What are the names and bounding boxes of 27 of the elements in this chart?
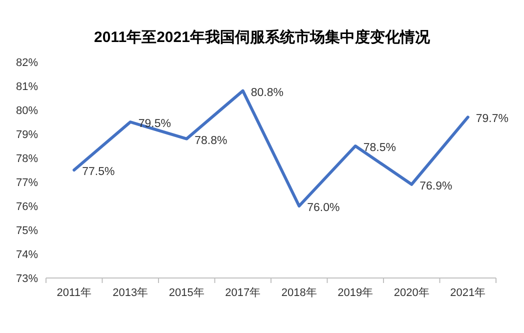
data-label: 76.9% (420, 180, 452, 192)
x-tick-label: 2017年 (225, 287, 261, 299)
x-tick-label: 2020年 (394, 287, 430, 299)
y-tick-label: 77% (16, 177, 38, 189)
x-tick-label: 2011年 (56, 287, 92, 299)
y-tick-label: 73% (16, 273, 38, 285)
y-tick-label: 74% (16, 249, 38, 261)
x-tick-label: 2013年 (112, 287, 148, 299)
data-label: 79.7% (476, 113, 508, 126)
x-tick-label: 2015年 (168, 287, 204, 299)
x-tick-label: 2019年 (338, 287, 374, 299)
y-tick-label: 81% (16, 81, 38, 93)
data-label: 79.5% (138, 118, 171, 130)
data-label: 76.0% (307, 202, 340, 214)
data-label: 78.5% (363, 142, 396, 154)
y-tick-label: 78% (16, 153, 38, 165)
chart-title: 2011年至2021年我国伺服系统市场集中度变化情况 (94, 28, 431, 46)
y-tick-label: 75% (16, 225, 38, 237)
data-label: 78.8% (194, 134, 228, 147)
y-tick-label: 76% (16, 201, 38, 213)
y-tick-label: 80% (16, 105, 38, 117)
y-tick-label: 82% (16, 57, 38, 69)
x-tick-label: 2018年 (281, 287, 317, 299)
y-tick-label: 79% (16, 129, 38, 141)
data-label: 77.5% (82, 166, 115, 178)
data-label: 80.8% (250, 86, 284, 99)
x-tick-label: 2021年 (450, 287, 486, 299)
